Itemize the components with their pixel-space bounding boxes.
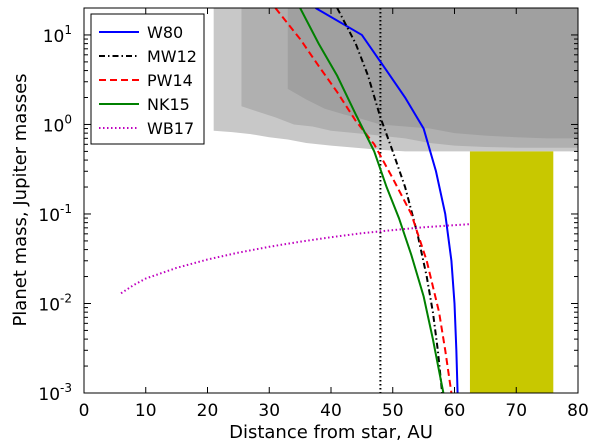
y-tick-label: 10-3	[38, 381, 72, 405]
y-axis: 10-3 10-2 10-1 100 101	[38, 7, 578, 405]
y-tick-label: 100	[43, 112, 72, 136]
x-tick-label: 40	[320, 401, 342, 421]
legend-label-nk15: NK15	[147, 95, 190, 114]
x-tick-label: 20	[197, 401, 219, 421]
x-axis-label: Distance from star, AU	[229, 422, 433, 443]
series-mw12	[336, 8, 444, 393]
y-axis-label: Planet mass, Jupiter masses	[10, 73, 31, 326]
series-lines	[120, 8, 471, 393]
x-tick-label: 50	[382, 401, 404, 421]
x-tick-label: 0	[79, 401, 90, 421]
x-tick-label: 60	[444, 401, 466, 421]
series-w80	[315, 8, 459, 393]
legend-label-wb17: WB17	[147, 119, 194, 138]
legend-box	[90, 13, 205, 145]
x-tick-label: 70	[505, 401, 527, 421]
y-tick-label: 10-1	[38, 202, 72, 226]
x-axis: 0 10 20 30 40 50 60 70 80	[79, 8, 589, 421]
x-tick-label: 10	[135, 401, 157, 421]
yellow-band	[469, 151, 554, 393]
y-tick-label: 10-2	[38, 291, 72, 315]
plot-frame	[83, 7, 579, 394]
series-pw14	[274, 8, 453, 393]
series-wb17	[120, 223, 471, 295]
legend: W80 MW12 PW14 NK15 WB17	[90, 13, 205, 145]
shaded-region-3	[287, 8, 578, 139]
x-tick-label: 80	[567, 401, 589, 421]
legend-label-w80: W80	[147, 23, 183, 42]
y-tick-label: 101	[43, 23, 72, 47]
shaded-regions	[213, 8, 578, 393]
legend-label-mw12: MW12	[147, 47, 197, 66]
series-nk15	[299, 8, 445, 393]
legend-label-pw14: PW14	[147, 71, 193, 90]
x-tick-label: 30	[258, 401, 280, 421]
